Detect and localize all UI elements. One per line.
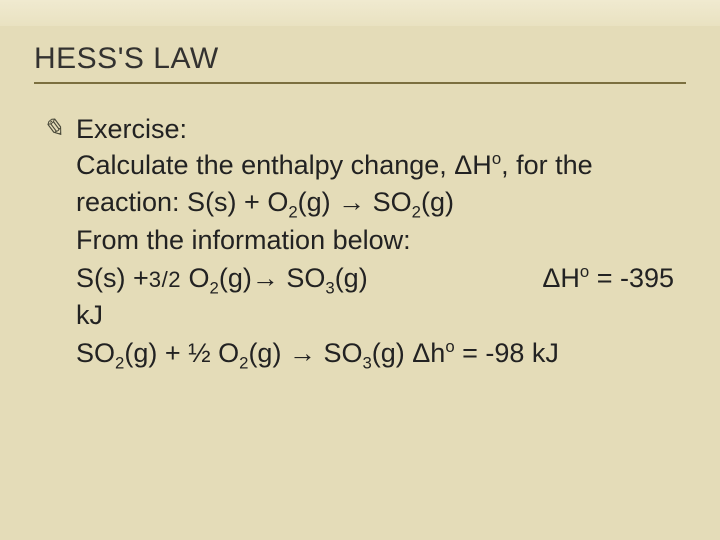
bullet-icon: ✎ [42, 112, 70, 146]
text: (g)→ SO [219, 263, 326, 293]
equation-right: ΔHo = -395 [542, 261, 674, 297]
text-line: kJ [76, 298, 686, 334]
superscript: o [445, 337, 454, 356]
equation-left: S(s) +3/2 O2(g)→ SO3(g) [76, 261, 368, 297]
subscript: 3 [325, 278, 334, 297]
text: (g) [421, 187, 454, 217]
text: = -395 [589, 263, 674, 293]
text: , for the [501, 150, 593, 180]
text-line: From the information below: [76, 223, 686, 259]
subscript: 2 [288, 203, 297, 222]
text: = -98 kJ [455, 338, 559, 368]
subscript: 3 [362, 353, 371, 372]
slide-body: ✎ Exercise: Calculate the enthalpy chang… [34, 112, 686, 371]
equation-line: SO2(g) + ½ O2(g) → SO3(g) Δho = -98 kJ [76, 336, 686, 372]
superscript: o [492, 149, 501, 168]
text: SO [76, 338, 115, 368]
exercise-heading: Exercise: [76, 112, 187, 148]
text-line: Calculate the enthalpy change, ΔHo, for … [76, 148, 686, 184]
text: (g) → SO [298, 187, 412, 217]
subscript: 2 [210, 278, 219, 297]
fraction: 3/2 [149, 267, 181, 292]
text: (g) + ½ O [124, 338, 239, 368]
text: O [181, 263, 210, 293]
text: reaction: S(s) + O [76, 187, 288, 217]
text: (g) → SO [248, 338, 362, 368]
text: S(s) + [76, 263, 149, 293]
subscript: 2 [115, 353, 124, 372]
text: Calculate the enthalpy change, ΔH [76, 150, 492, 180]
text: ΔH [542, 263, 580, 293]
superscript: o [580, 262, 589, 281]
subscript: 2 [412, 203, 421, 222]
text: (g) Δh [372, 338, 446, 368]
text: (g) [335, 263, 368, 293]
text-line: reaction: S(s) + O2(g) → SO2(g) [76, 185, 686, 221]
equation-line: S(s) +3/2 O2(g)→ SO3(g) ΔHo = -395 [76, 261, 686, 297]
slide-title: HESS'S LAW [34, 42, 686, 80]
title-underline [34, 82, 686, 84]
